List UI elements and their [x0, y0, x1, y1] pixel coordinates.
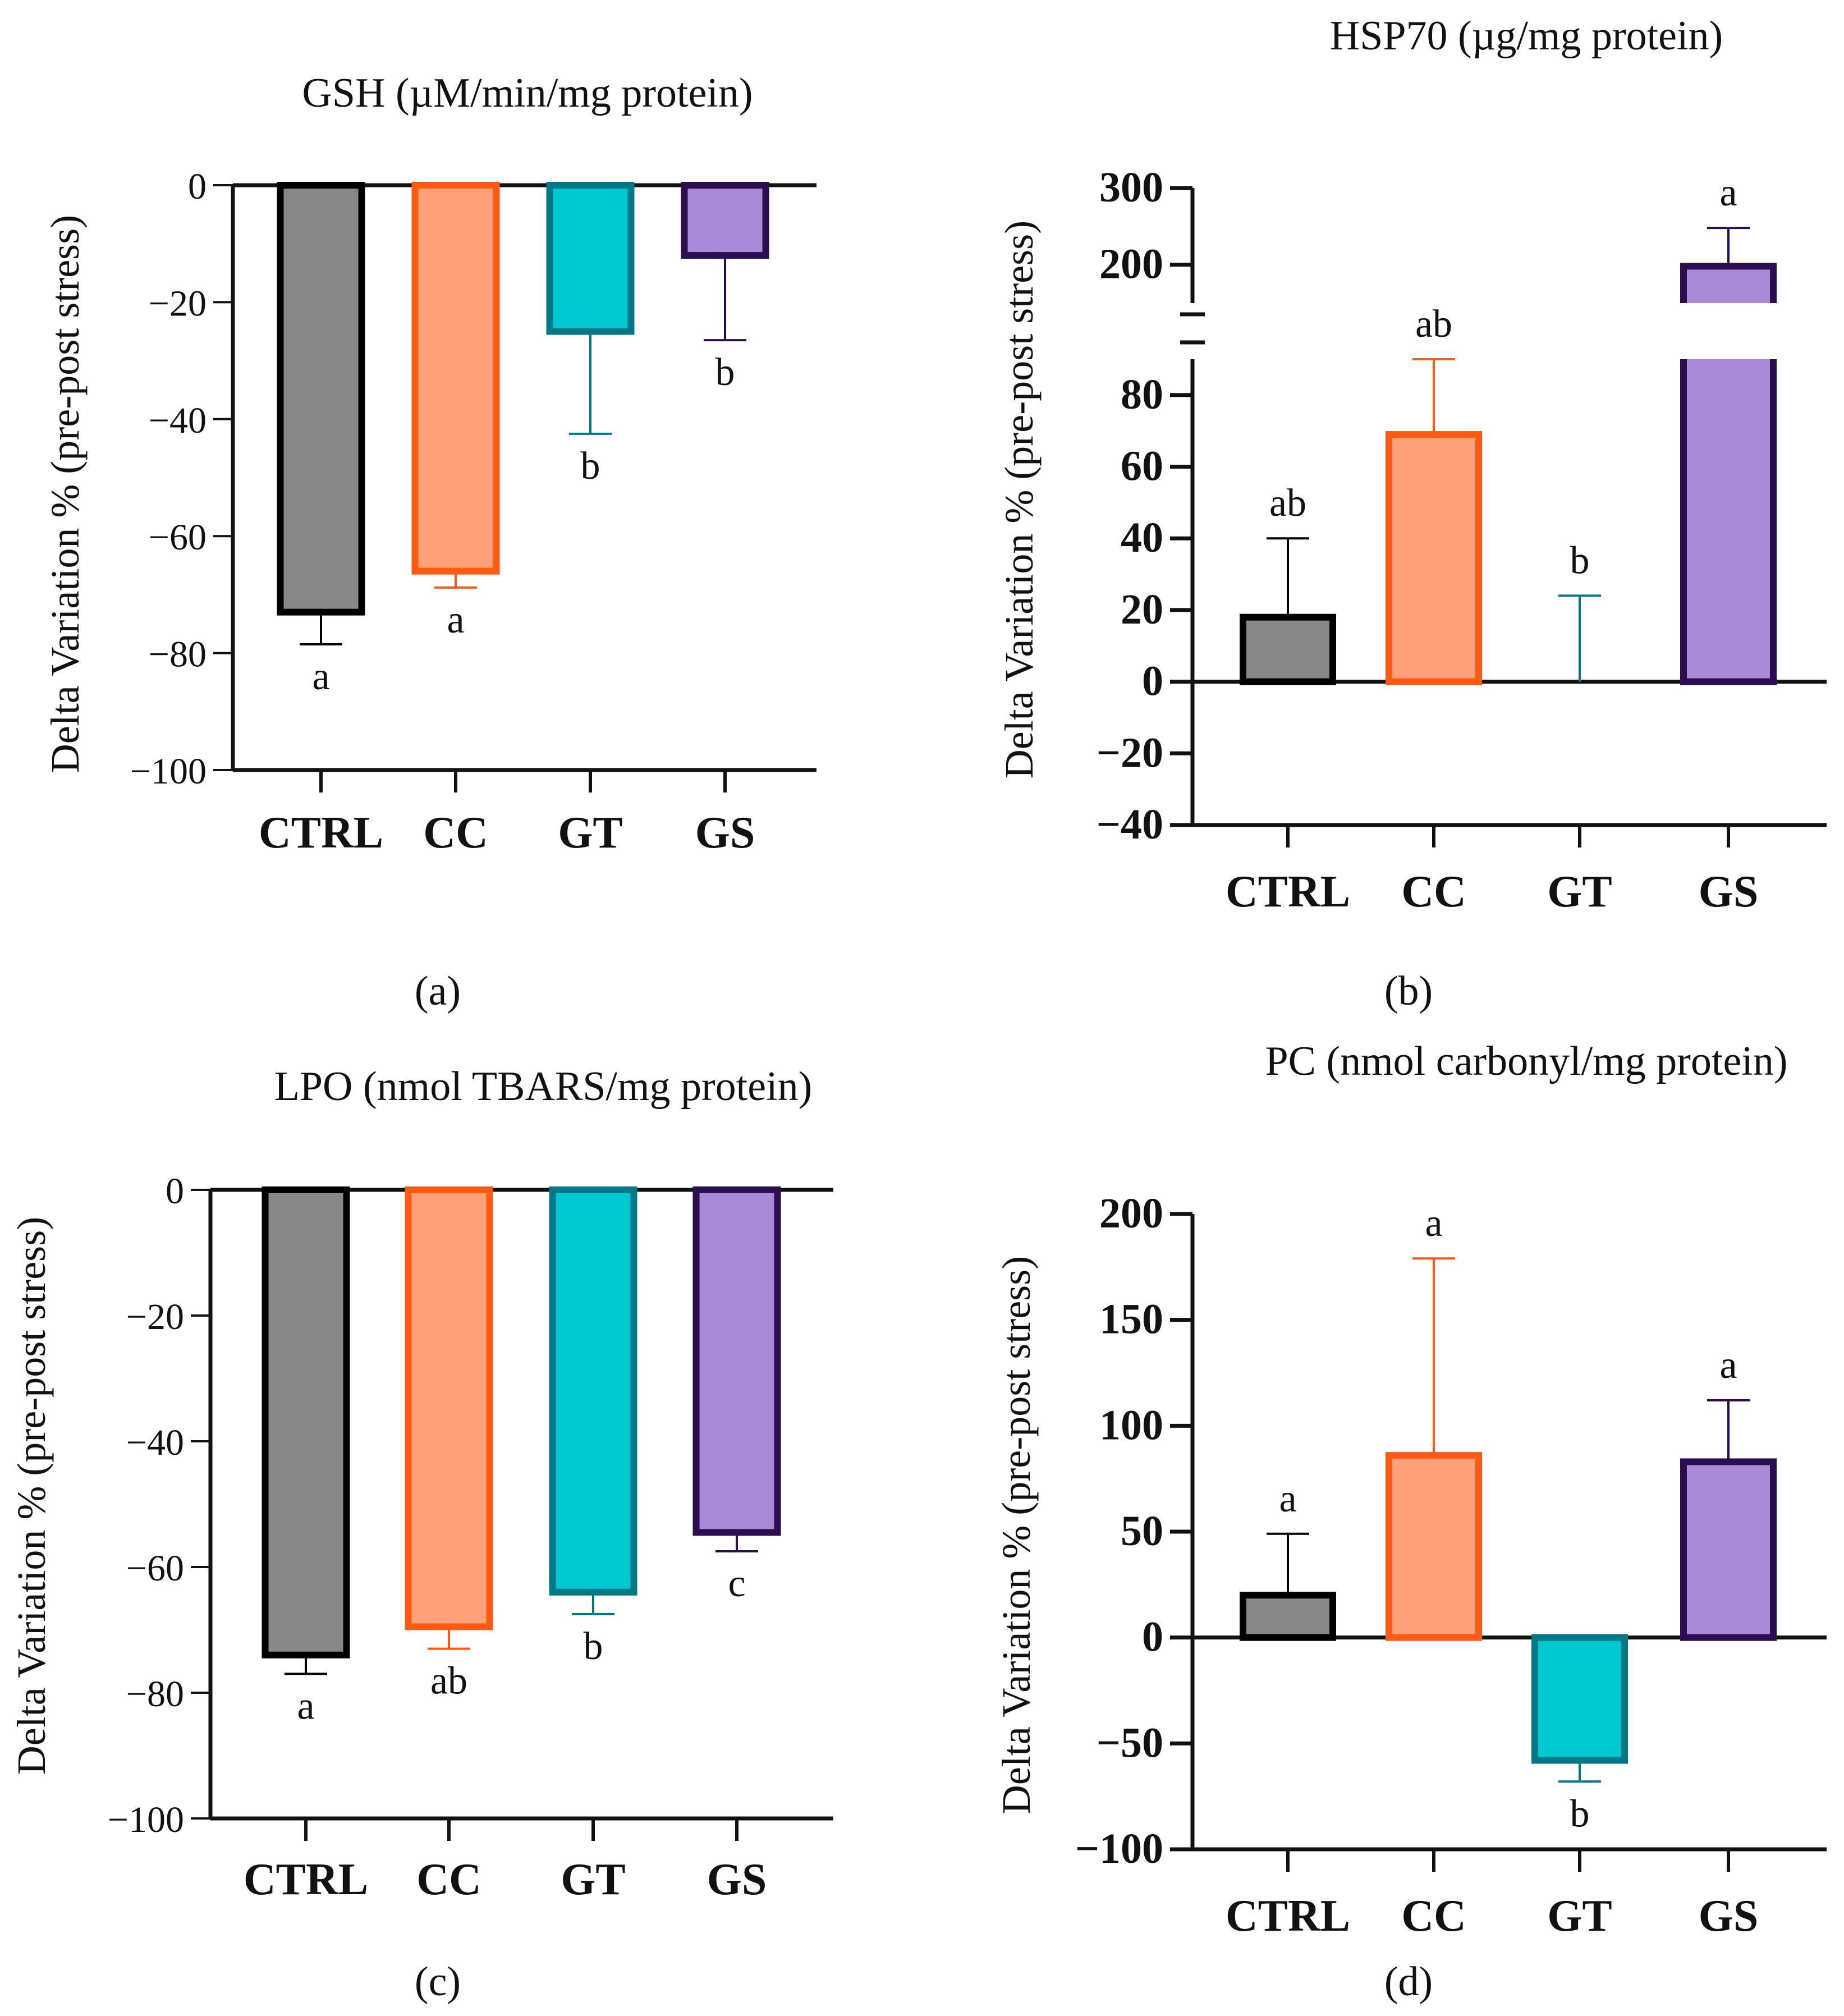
bar-gt [546, 182, 635, 335]
chart-title: PC (nmol carbonyl/mg protein) [1265, 1038, 1787, 1084]
y-tick-label: 50 [1121, 1508, 1163, 1555]
panel-caption: (c) [415, 1959, 461, 2005]
x-tick-label-gs: GS [1699, 1891, 1759, 1941]
significance-letter: b [584, 1625, 603, 1668]
bar-gt [1531, 1634, 1628, 1764]
y-tick-label: −100 [108, 1799, 184, 1840]
chart-title: LPO (nmol TBARS/mg protein) [274, 1064, 813, 1110]
panel-a: GSH (µM/min/mg protein) Delta Variation … [43, 70, 817, 1014]
y-tick-label: 60 [1121, 443, 1163, 490]
x-tick-label-gs: GS [695, 808, 755, 858]
bar-gt [549, 1186, 637, 1596]
y-tick-label: 0 [166, 1171, 184, 1212]
panel-caption: (a) [415, 968, 461, 1014]
y-tick-label: 100 [1099, 1401, 1163, 1449]
y-tick-label: −20 [1097, 729, 1163, 776]
significance-letter: a [312, 655, 329, 698]
x-tick-label-gt: GT [561, 1855, 626, 1904]
panel-b: HSP70 (µg/mg protein) Delta Variation % … [997, 13, 1827, 1014]
x-tick-label-cc: CC [423, 808, 488, 858]
y-tick-label: −80 [149, 634, 207, 675]
y-axis-label: Delta Variation % (pre-post stress) [9, 1217, 54, 1775]
y-tick-label: 20 [1121, 586, 1163, 633]
x-tick-label-ctrl: CTRL [259, 808, 383, 858]
bar-cc [411, 182, 500, 575]
x-tick-label-gt: GT [1547, 867, 1612, 917]
x-tick-label-ctrl: CTRL [1226, 1891, 1350, 1941]
y-tick-label: 80 [1121, 371, 1163, 418]
significance-letter: a [1279, 1477, 1296, 1520]
y-tick-label: −20 [149, 283, 207, 324]
significance-letter: b [1570, 1792, 1590, 1835]
bar-gs [692, 1186, 781, 1536]
x-tick-label-gs: GS [707, 1855, 767, 1904]
panel-c: LPO (nmol TBARS/mg protein) Delta Variat… [9, 1064, 833, 2005]
significance-letter: c [728, 1562, 745, 1605]
y-tick-label: −60 [149, 517, 207, 558]
bar-ctrl [1240, 613, 1336, 685]
y-tick-label: −20 [126, 1296, 184, 1337]
significance-letter: ab [1415, 303, 1452, 346]
panel-caption: (b) [1384, 968, 1433, 1014]
y-tick-label: 200 [1099, 241, 1163, 288]
significance-letter: a [447, 598, 464, 642]
bar-break-gap [1677, 303, 1780, 359]
y-tick-label: 150 [1099, 1296, 1163, 1343]
chart-title: GSH (µM/min/mg protein) [302, 70, 753, 116]
y-axis-label: Delta Variation % (pre-post stress) [43, 215, 88, 773]
y-tick-label: −40 [1097, 801, 1163, 848]
bar-gs [1680, 1458, 1777, 1641]
significance-letter: a [297, 1684, 314, 1728]
y-tick-label: −80 [126, 1674, 184, 1715]
chart-title: HSP70 (µg/mg protein) [1330, 13, 1723, 59]
significance-letter: b [581, 445, 600, 488]
y-tick-label: −100 [130, 751, 207, 792]
bar-cc [1386, 1452, 1482, 1641]
bar-gs [681, 182, 769, 259]
bar-ctrl [1240, 1592, 1336, 1641]
y-tick-label: −100 [1075, 1825, 1163, 1872]
x-tick-label-cc: CC [416, 1855, 481, 1904]
significance-letter: a [1719, 171, 1737, 214]
y-axis-label: Delta Variation % (pre-post stress) [994, 1256, 1039, 1814]
y-tick-label: −40 [126, 1422, 184, 1463]
bar-ctrl [262, 1186, 350, 1658]
x-tick-label-cc: CC [1401, 1891, 1466, 1941]
y-tick-label: 0 [1142, 658, 1163, 705]
x-tick-label-gs: GS [1699, 867, 1759, 917]
x-tick-label-ctrl: CTRL [1226, 867, 1350, 917]
y-tick-label: 300 [1099, 164, 1163, 211]
y-tick-label: 0 [188, 166, 207, 207]
y-tick-label: −60 [126, 1548, 184, 1589]
significance-letter: b [715, 351, 735, 394]
significance-letter: a [1425, 1202, 1442, 1245]
significance-letter: ab [430, 1660, 467, 1703]
bar-ctrl [277, 182, 365, 616]
y-tick-label: −50 [1097, 1719, 1163, 1766]
y-tick-label: 40 [1121, 514, 1163, 561]
x-tick-label-gt: GT [1547, 1891, 1612, 1941]
bar-cc [1386, 431, 1482, 685]
significance-letter: b [1570, 539, 1590, 582]
y-tick-label: 200 [1099, 1190, 1163, 1237]
significance-letter: a [1719, 1344, 1737, 1387]
bar-cc [405, 1186, 493, 1630]
y-tick-label: −40 [149, 400, 207, 441]
x-tick-label-cc: CC [1401, 867, 1466, 917]
y-axis-label: Delta Variation % (pre-post stress) [997, 221, 1042, 778]
x-tick-label-gt: GT [558, 808, 623, 858]
y-tick-label: 0 [1142, 1614, 1163, 1661]
significance-letter: ab [1269, 482, 1306, 525]
panel-d: PC (nmol carbonyl/mg protein) Delta Vari… [994, 1038, 1827, 2005]
x-tick-label-ctrl: CTRL [244, 1855, 368, 1904]
panel-caption: (d) [1384, 1959, 1433, 2005]
